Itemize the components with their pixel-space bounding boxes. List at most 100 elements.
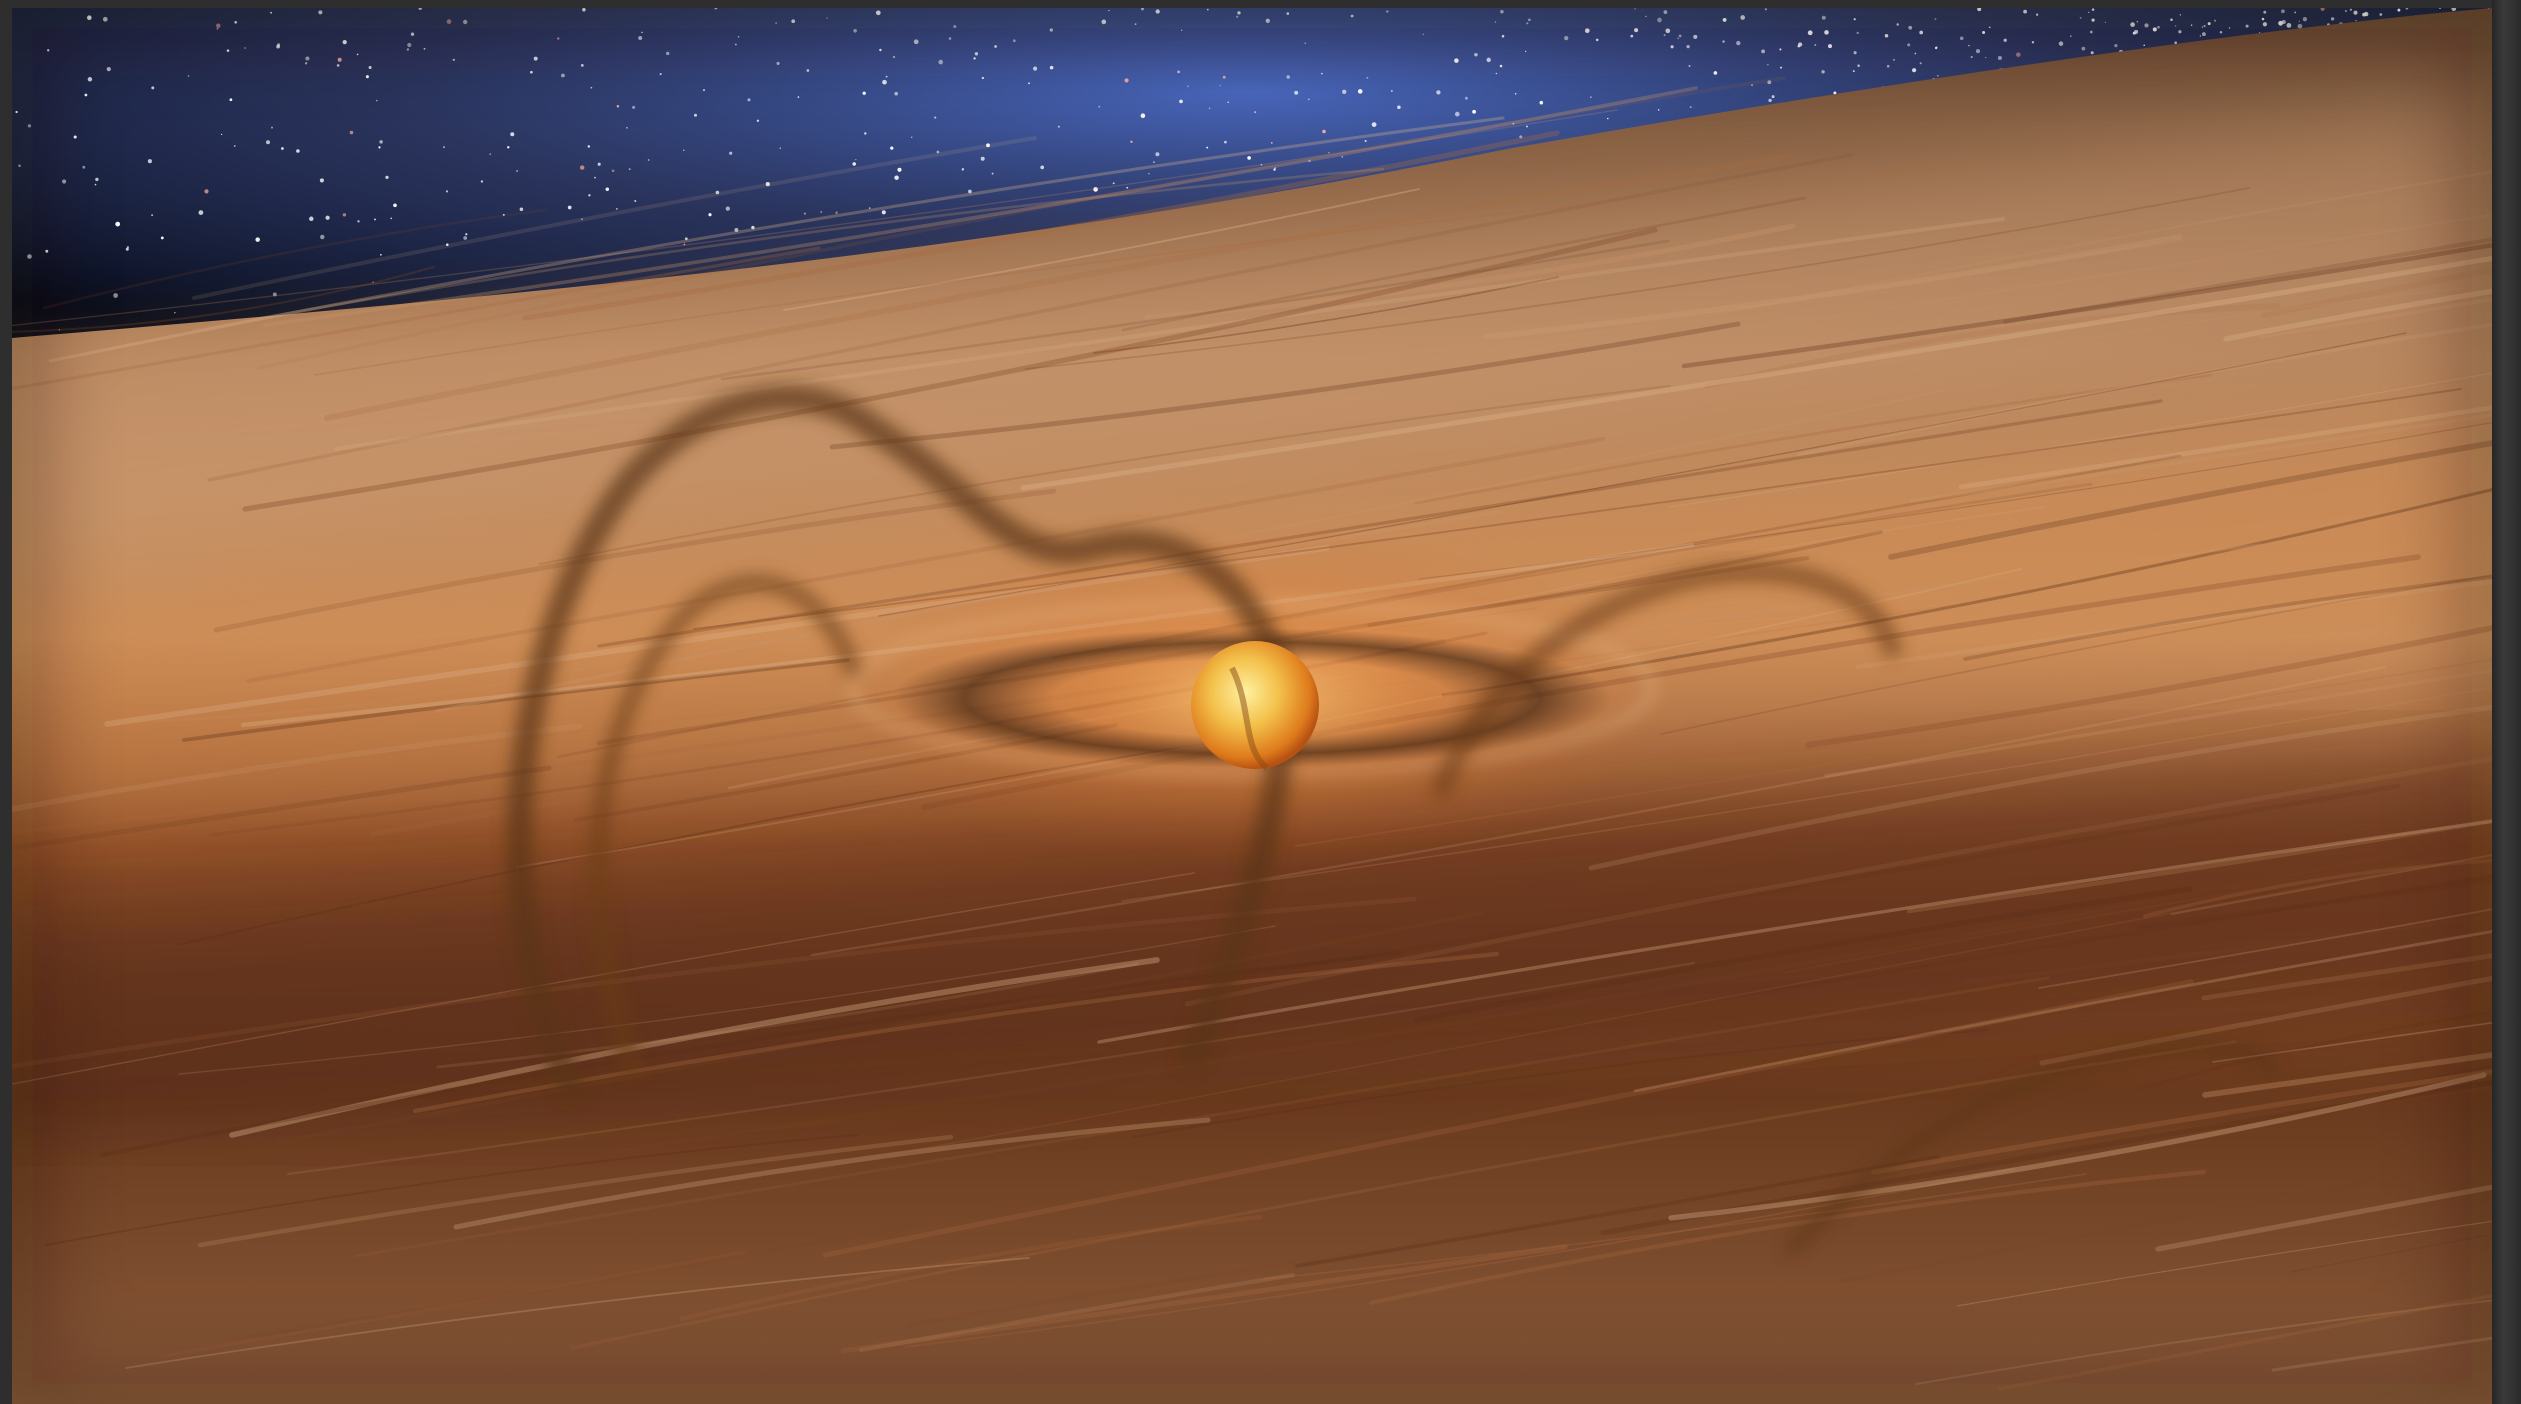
star-point <box>1970 55 1973 59</box>
star-point <box>407 42 412 48</box>
star-point <box>502 213 505 216</box>
dust-streak <box>192 167 1385 332</box>
star-point <box>174 312 176 314</box>
dust-streak <box>242 227 1658 512</box>
star-point <box>1821 70 1825 74</box>
star-point <box>1033 66 1038 71</box>
dark-band <box>12 748 2492 1128</box>
star-point <box>894 91 898 96</box>
dust-streak <box>2202 1052 2492 1098</box>
dust-streak <box>1909 413 2492 503</box>
dust-streak <box>522 130 1560 321</box>
dust-streak <box>42 208 548 310</box>
star-point <box>1797 44 1801 48</box>
star-point <box>84 93 88 97</box>
star-point <box>588 194 591 197</box>
star-point <box>885 75 888 78</box>
star-point <box>1126 186 1129 189</box>
star-point <box>281 147 284 150</box>
star-point <box>1153 161 1155 163</box>
star-point <box>1260 163 1263 166</box>
star-point <box>62 179 67 184</box>
star-point <box>1208 107 1211 110</box>
protoplanetary-disk-illustration <box>12 8 2492 1404</box>
star-point <box>1222 75 1226 79</box>
star-point <box>1767 63 1769 66</box>
star-point <box>406 48 410 51</box>
dust-streak <box>829 321 1741 450</box>
star-point <box>489 153 491 155</box>
star-point <box>95 177 99 182</box>
dust-filament-lower-right <box>1785 1040 2279 1255</box>
star-point <box>1907 43 1911 47</box>
star-point <box>378 146 381 149</box>
dust-streaks <box>12 76 2492 1391</box>
star-point <box>47 49 50 52</box>
star-point <box>1857 64 1860 67</box>
artwork-canvas <box>12 8 2492 1404</box>
star-point <box>1736 40 1741 46</box>
dust-streak <box>333 216 2006 452</box>
star-point <box>58 329 61 331</box>
star-point <box>890 146 894 150</box>
star-point <box>1454 58 1459 63</box>
star-point <box>693 113 698 117</box>
star-point <box>82 165 86 169</box>
dust-streak <box>314 165 1974 376</box>
star-point <box>374 218 376 221</box>
dust-streak <box>2138 1010 2492 1091</box>
star-point <box>797 96 800 98</box>
dust-streak <box>2212 1021 2492 1063</box>
star-point <box>590 86 593 89</box>
star-point <box>368 66 372 69</box>
star-point <box>1474 52 1478 57</box>
star-point <box>385 175 389 180</box>
dust-streak <box>858 1272 1296 1353</box>
dust-streak <box>1633 930 2492 1093</box>
star-point <box>1828 44 1832 49</box>
dust-streak <box>225 1091 1591 1342</box>
star-point <box>507 146 510 149</box>
star-point <box>881 210 886 215</box>
star-point <box>463 236 468 240</box>
dust-streak <box>1025 187 2250 370</box>
dust-streak <box>1588 704 2492 871</box>
star-point <box>45 249 49 253</box>
star-point <box>862 91 866 95</box>
dust-streak <box>1184 756 2492 1007</box>
star-point <box>1206 146 1209 149</box>
star-point <box>1391 90 1393 92</box>
star-point <box>647 159 650 161</box>
dust-streak <box>48 116 1505 363</box>
star-point <box>1187 85 1189 87</box>
star-point <box>1472 109 1476 114</box>
star-point <box>1713 71 1718 75</box>
star-point <box>864 132 867 135</box>
star-point <box>1937 75 1939 77</box>
star-point <box>1852 70 1855 73</box>
star-point <box>2174 41 2177 44</box>
star-point <box>1722 40 1725 43</box>
dust-streak <box>732 239 2184 488</box>
dust-streak <box>678 1214 1263 1322</box>
star-point <box>735 43 737 46</box>
dust-streak <box>538 384 1672 566</box>
star-point <box>868 207 871 209</box>
star-point <box>530 70 533 74</box>
star-point <box>1130 140 1133 144</box>
star-point <box>336 64 340 67</box>
star-point <box>1607 117 1609 120</box>
star-point <box>277 43 281 47</box>
star-point <box>113 293 118 298</box>
star-point <box>968 189 972 194</box>
star-point <box>659 73 662 76</box>
star-point <box>357 220 360 223</box>
dust-streak <box>197 1134 954 1248</box>
dust-streak <box>1805 625 2492 748</box>
star-point <box>115 221 121 227</box>
dust-streak <box>2039 975 2492 1066</box>
dust-streak <box>1483 234 2183 340</box>
star-point <box>897 167 902 172</box>
star-point <box>1779 66 1783 69</box>
